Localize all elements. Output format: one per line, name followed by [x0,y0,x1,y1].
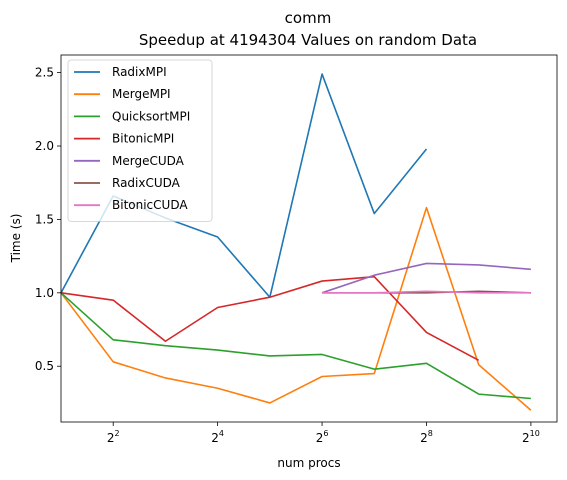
y-tick-label: 1.5 [35,212,54,226]
legend-label: MergeCUDA [112,154,185,168]
series-line-mergempi [61,208,531,411]
x-tick-label: 22 [107,429,120,445]
legend-label: BitonicCUDA [112,198,188,212]
legend-label: BitonicMPI [112,132,174,146]
x-axis-label: num procs [277,456,340,470]
y-axis-ticks: 0.5 1.0 1.5 2.0 2.5 [35,66,61,374]
x-axis-ticks: 22 24 26 28 210 [107,422,540,445]
x-tick-label: 210 [522,429,540,445]
series-line-bitonicmpi [61,277,479,361]
y-tick-label: 1.0 [35,286,54,300]
chart-title: comm [285,9,332,27]
y-tick-label: 2.5 [35,66,54,80]
x-tick-label: 26 [316,429,329,445]
legend-label: RadixCUDA [112,176,181,190]
x-tick-label: 24 [211,429,224,445]
y-tick-label: 2.0 [35,139,54,153]
x-tick-label: 28 [420,429,433,445]
legend-label: MergeMPI [112,87,171,101]
legend: RadixMPI MergeMPI QuicksortMPI BitonicMPI Me… [68,60,212,221]
y-tick-label: 0.5 [35,359,54,373]
legend-label: QuicksortMPI [112,109,190,123]
y-axis-label: Time (s) [9,214,23,264]
legend-label: RadixMPI [112,65,167,79]
chart-subtitle: Speedup at 4194304 Values on random Data [139,31,477,49]
